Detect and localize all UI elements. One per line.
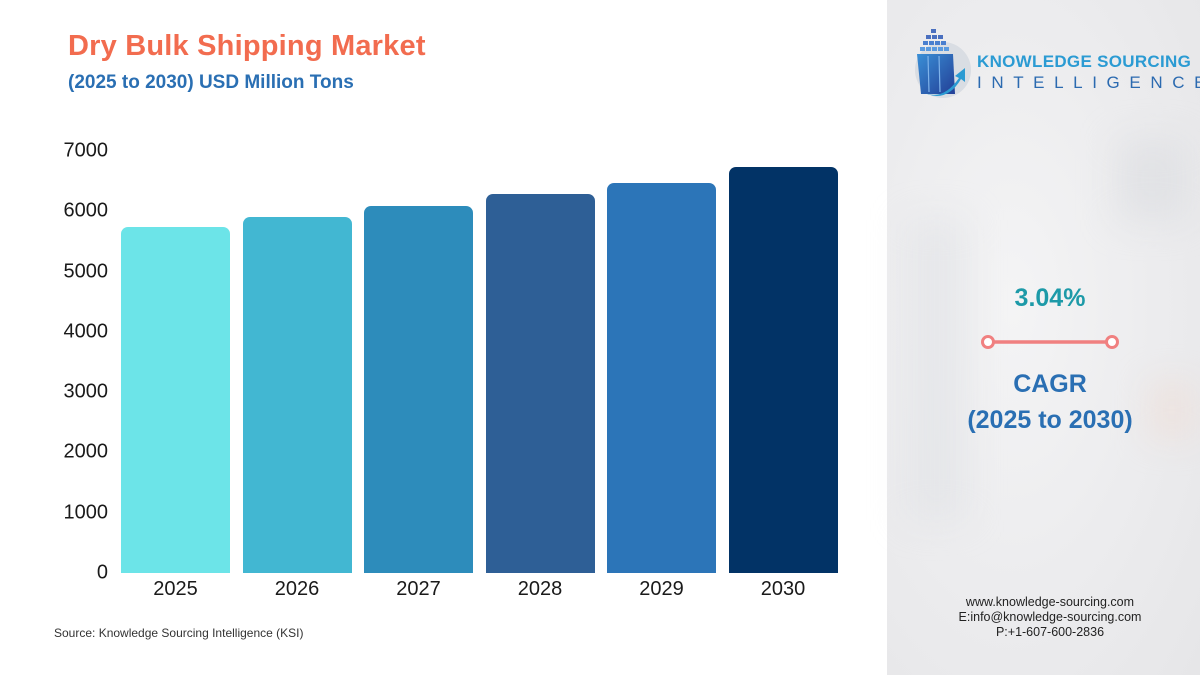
bar-2029: [607, 182, 716, 573]
y-tick-label: 3000: [63, 380, 109, 403]
background-blur: [1117, 140, 1187, 220]
background-blur: [1147, 380, 1197, 440]
chart-title: Dry Bulk Shipping Market: [68, 30, 426, 62]
x-tick-label: 2028: [517, 578, 563, 600]
chart-panel: Dry Bulk Shipping Market (2025 to 2030) …: [54, 30, 838, 640]
contact-info: www.knowledge-sourcing.com E:info@knowle…: [935, 595, 1165, 640]
cagr-period: (2025 to 2030): [967, 406, 1133, 434]
x-tick-label: 2025: [153, 578, 198, 600]
y-tick-label: 1000: [63, 501, 109, 524]
bar-2028: [485, 194, 595, 573]
y-tick-label: 4000: [63, 320, 109, 343]
y-tick-label: 5000: [63, 260, 109, 283]
y-tick-label: 2000: [63, 440, 109, 463]
bar-2027: [364, 205, 473, 573]
y-tick-label: 0: [96, 561, 108, 584]
bar-2026: [242, 216, 352, 573]
email-link[interactable]: E:info@knowledge-sourcing.com: [958, 610, 1142, 624]
brand-name: KNOWLEDGE SOURCING: [977, 52, 1192, 71]
cagr-value: 3.04%: [1014, 284, 1086, 312]
bar-2025: [121, 226, 230, 573]
ship-logo-icon: [915, 29, 971, 98]
phone-number: P:+1-607-600-2836: [995, 625, 1105, 639]
y-tick-label: 6000: [63, 199, 109, 222]
x-tick-label: 2030: [760, 578, 806, 600]
x-tick-label: 2026: [274, 578, 320, 600]
cagr-label: CAGR (2025 to 2030): [930, 366, 1170, 438]
info-panel: [887, 0, 1200, 675]
source-note: Source: Knowledge Sourcing Intelligence …: [54, 626, 304, 640]
website-link[interactable]: www.knowledge-sourcing.com: [965, 595, 1135, 609]
chart-subtitle: (2025 to 2030) USD Million Tons: [68, 72, 354, 93]
brand-subname: INTELLIGENCE: [977, 73, 1200, 92]
x-tick-label: 2029: [639, 578, 684, 600]
x-tick-label: 2027: [396, 578, 441, 600]
cagr-title: CAGR: [1013, 370, 1087, 398]
bar-2030: [728, 167, 838, 573]
y-tick-label: 7000: [63, 139, 109, 162]
background-blur: [907, 220, 967, 520]
cagr-connector-icon: [981, 335, 1119, 349]
